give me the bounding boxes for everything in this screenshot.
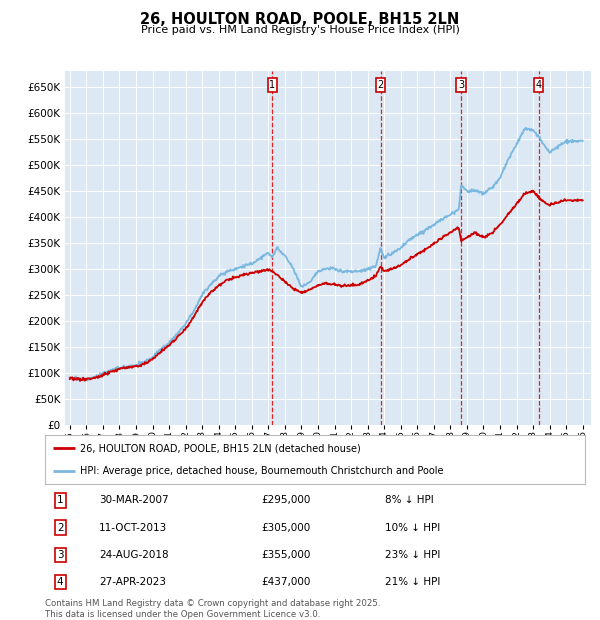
Text: HPI: Average price, detached house, Bournemouth Christchurch and Poole: HPI: Average price, detached house, Bour… (80, 466, 443, 476)
Text: 1: 1 (57, 495, 64, 505)
Text: Price paid vs. HM Land Registry's House Price Index (HPI): Price paid vs. HM Land Registry's House … (140, 25, 460, 35)
Text: 23% ↓ HPI: 23% ↓ HPI (385, 550, 440, 560)
Text: £305,000: £305,000 (261, 523, 310, 533)
Text: 2: 2 (57, 523, 64, 533)
Text: 27-APR-2023: 27-APR-2023 (99, 577, 166, 587)
Text: 8% ↓ HPI: 8% ↓ HPI (385, 495, 434, 505)
Text: 21% ↓ HPI: 21% ↓ HPI (385, 577, 440, 587)
Text: 30-MAR-2007: 30-MAR-2007 (99, 495, 169, 505)
Text: 10% ↓ HPI: 10% ↓ HPI (385, 523, 440, 533)
Text: 11-OCT-2013: 11-OCT-2013 (99, 523, 167, 533)
Text: 26, HOULTON ROAD, POOLE, BH15 2LN (detached house): 26, HOULTON ROAD, POOLE, BH15 2LN (detac… (80, 443, 361, 453)
Text: 1: 1 (269, 80, 275, 90)
Text: 3: 3 (458, 80, 464, 90)
Text: 2: 2 (377, 80, 383, 90)
Text: 4: 4 (57, 577, 64, 587)
Text: 4: 4 (535, 80, 542, 90)
Text: 26, HOULTON ROAD, POOLE, BH15 2LN: 26, HOULTON ROAD, POOLE, BH15 2LN (140, 12, 460, 27)
Text: 3: 3 (57, 550, 64, 560)
Text: £295,000: £295,000 (261, 495, 310, 505)
Text: £437,000: £437,000 (261, 577, 310, 587)
Text: £355,000: £355,000 (261, 550, 310, 560)
Text: Contains HM Land Registry data © Crown copyright and database right 2025.
This d: Contains HM Land Registry data © Crown c… (45, 600, 380, 619)
Text: 24-AUG-2018: 24-AUG-2018 (99, 550, 169, 560)
